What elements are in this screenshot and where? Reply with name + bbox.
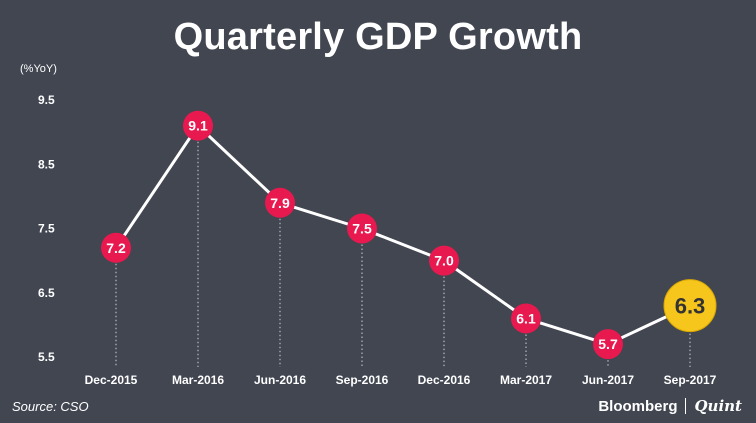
data-point: [183, 110, 213, 141]
data-point: [265, 187, 295, 218]
series-line: [114, 124, 692, 346]
data-label: 7.9: [270, 195, 290, 211]
x-tick-label: Mar-2017: [500, 373, 552, 387]
y-tick-label: 8.5: [38, 157, 55, 171]
data-label: 7.2: [106, 240, 126, 256]
data-label: 7.0: [434, 253, 454, 269]
data-label: 7.5: [352, 221, 372, 237]
data-point: [593, 329, 623, 360]
highlight-data-point: [663, 279, 717, 333]
data-label: 6.1: [516, 310, 536, 326]
x-tick-label: Dec-2016: [418, 373, 471, 387]
chart-title: Quarterly GDP Growth: [173, 16, 583, 58]
data-point: [511, 303, 541, 334]
x-tick-label: Jun-2017: [582, 373, 634, 387]
y-tick-label: 5.5: [38, 350, 55, 364]
data-label: 6.3: [675, 294, 706, 319]
y-tick-label: 7.5: [38, 222, 55, 236]
brand-divider: [685, 398, 687, 414]
x-tick-label: Dec-2015: [85, 373, 138, 387]
x-tick-label: Sep-2017: [664, 373, 717, 387]
data-label: 5.7: [598, 336, 618, 352]
source-note: Source: CSO: [12, 399, 89, 414]
x-tick-label: Mar-2016: [172, 373, 224, 387]
brand-secondary: Quint: [694, 397, 742, 415]
data-point: [101, 232, 131, 263]
y-axis-unit-label: (%YoY): [20, 63, 57, 75]
brand-primary: Bloomberg: [598, 398, 678, 415]
x-tick-label: Jun-2016: [254, 373, 306, 387]
y-tick-label: 9.5: [38, 93, 55, 107]
x-tick-label: Sep-2016: [336, 373, 389, 387]
data-point: [429, 245, 459, 276]
y-tick-label: 6.5: [38, 286, 55, 300]
data-point: [347, 213, 377, 244]
brand-logo: Bloomberg Quint: [598, 397, 742, 415]
data-label: 9.1: [188, 118, 208, 134]
